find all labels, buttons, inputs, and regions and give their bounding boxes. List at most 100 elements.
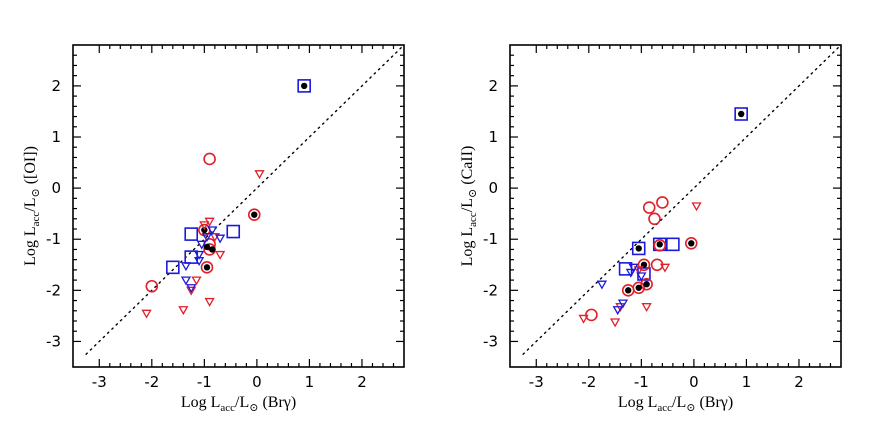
- data-point-filled-dot: [251, 211, 258, 218]
- y-tick-label: 0: [51, 179, 61, 197]
- data-point-triangle: [609, 318, 621, 328]
- data-point-triangle: [254, 170, 265, 180]
- data-point-triangle: [214, 234, 226, 244]
- y-axis-title-sub: acc: [30, 212, 42, 227]
- data-point-circle: [247, 208, 261, 221]
- y-tick-label: -2: [483, 281, 498, 299]
- x-axis-title-prefix: Log L: [181, 394, 221, 411]
- data-point-triangle: [612, 306, 623, 316]
- plot-frame: [72, 44, 405, 368]
- data-point-circle: [145, 279, 159, 293]
- data-point-triangle: [617, 299, 629, 309]
- data-point-circle: [640, 277, 653, 291]
- data-point-circle: [653, 239, 667, 252]
- x-tick-label: -1: [634, 373, 649, 391]
- y-tick-label: -1: [483, 230, 498, 248]
- data-point-circle: [656, 196, 669, 209]
- y-axis-title: Log Lacc/L⊙ (CaII): [459, 146, 479, 267]
- y-axis-title-suffix: (CaII): [459, 146, 476, 189]
- x-axis-title-mid: /L: [235, 394, 249, 411]
- y-tick-label: 0: [488, 179, 498, 197]
- x-axis-title-sun: ⊙: [686, 402, 695, 414]
- x-tick-label: -2: [144, 373, 159, 391]
- data-point-triangle: [633, 266, 644, 276]
- y-axis-title-suffix: ([OI]): [22, 146, 39, 188]
- data-point-circle: [632, 281, 646, 295]
- x-axis-title-sub: acc: [220, 402, 235, 414]
- data-point-filled-dot: [300, 82, 308, 90]
- y-axis-title: Log Lacc/L⊙ ([OI]): [22, 146, 42, 266]
- data-point-triangle: [691, 202, 702, 212]
- y-tick-label: 2: [488, 77, 498, 95]
- data-point-square: [734, 107, 748, 121]
- x-tick-label: -2: [581, 373, 596, 391]
- data-point-triangle: [178, 306, 189, 316]
- x-tick-label: 2: [357, 373, 367, 391]
- data-point-square: [297, 79, 311, 93]
- data-point-circle: [648, 212, 661, 226]
- x-tick-label: -3: [529, 373, 544, 391]
- y-tick-label: -3: [483, 332, 498, 350]
- x-axis-title-mid: /L: [672, 394, 686, 411]
- data-point-square: [226, 224, 241, 239]
- data-point-triangle: [659, 263, 671, 273]
- data-point-circle: [642, 201, 656, 214]
- y-axis-title-sun: ⊙: [30, 188, 42, 197]
- data-point-triangle: [193, 250, 205, 260]
- x-tick-label: 1: [305, 373, 315, 391]
- y-axis-title-mid: /L: [22, 198, 39, 212]
- x-axis-title-sub: acc: [657, 402, 672, 414]
- y-axis-title-sun: ⊙: [467, 189, 479, 198]
- data-point-triangle: [207, 226, 218, 236]
- data-point-filled-dot: [688, 240, 695, 247]
- data-point-triangle: [191, 276, 202, 286]
- data-point-triangle: [186, 286, 197, 296]
- data-point-triangle: [578, 314, 589, 324]
- data-point-triangle: [180, 276, 192, 286]
- data-point-triangle: [625, 268, 636, 278]
- x-tick-label: 2: [794, 373, 804, 391]
- x-axis-title-prefix: Log L: [618, 394, 658, 411]
- one-to-one-line: [85, 44, 405, 355]
- data-point-filled-dot: [203, 264, 211, 271]
- y-axis-title-prefix: Log L: [22, 226, 39, 266]
- y-tick-label: 1: [488, 128, 498, 146]
- x-axis-title-suffix: (Brγ): [258, 394, 296, 411]
- data-point-square: [666, 237, 680, 252]
- data-point-square: [184, 227, 199, 241]
- data-point-triangle: [214, 250, 226, 260]
- data-point-triangle: [201, 233, 213, 242]
- data-point-filled-dot: [625, 287, 632, 294]
- x-axis-title: Log Lacc/L⊙ (Brγ): [181, 394, 296, 414]
- x-axis-title-sun: ⊙: [249, 402, 258, 414]
- data-point-triangle: [204, 217, 215, 227]
- y-axis-title-mid: /L: [459, 198, 476, 212]
- data-point-filled-dot: [635, 245, 642, 252]
- data-point-filled-dot: [209, 246, 216, 253]
- data-point-circle: [637, 258, 651, 272]
- data-point-filled-dot: [643, 281, 650, 288]
- data-point-filled-dot: [203, 243, 211, 251]
- data-point-triangle: [186, 284, 197, 294]
- y-axis-title-prefix: Log L: [459, 227, 476, 267]
- y-tick-label: -3: [46, 332, 61, 350]
- x-tick-label: 0: [689, 373, 699, 391]
- data-point-triangle: [596, 280, 608, 290]
- y-tick-label: 2: [51, 77, 61, 95]
- x-tick-label: 1: [742, 373, 752, 391]
- x-axis-title-suffix: (Brγ): [695, 394, 733, 411]
- data-point-triangle: [196, 240, 207, 250]
- data-point-triangle: [628, 263, 639, 273]
- data-point-triangle: [204, 297, 215, 307]
- data-point-filled-dot: [635, 284, 642, 291]
- data-point-filled-dot: [656, 241, 663, 248]
- plot-frame: [509, 44, 842, 368]
- y-tick-label: -1: [46, 230, 61, 248]
- y-tick-label: -2: [46, 281, 61, 299]
- one-to-one-line: [522, 44, 842, 355]
- y-axis-title-sub: acc: [467, 212, 479, 227]
